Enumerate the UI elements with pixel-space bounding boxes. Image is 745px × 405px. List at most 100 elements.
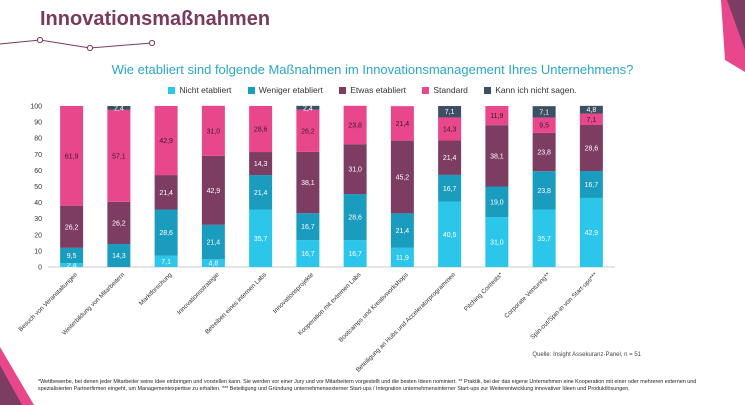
data-label: 26,2 [112, 220, 126, 227]
bar-segment [485, 106, 509, 126]
bar-segment [343, 240, 367, 267]
bar-segment [296, 105, 320, 110]
bar-segment [249, 106, 273, 153]
y-tick-label: 10 [34, 248, 42, 255]
y-tick-label: 30 [34, 216, 42, 223]
data-label: 23,8 [537, 150, 551, 157]
bar-segment [107, 106, 131, 110]
bar-segment [107, 109, 131, 202]
data-label: 16,7 [301, 224, 315, 231]
data-label: 4,8 [209, 261, 219, 268]
data-label: 35,7 [537, 236, 551, 243]
data-label: 28,6 [585, 146, 599, 153]
bar-segment [390, 213, 414, 248]
legend-item-weniger-etabliert: Weniger etabliert [247, 85, 323, 95]
bar-segment [579, 105, 603, 114]
bar-segment [201, 224, 225, 260]
bar-segment [438, 140, 462, 175]
bar-segment [154, 209, 178, 256]
data-label: 45,2 [396, 175, 410, 182]
bar-segment [390, 247, 414, 267]
bar-segment [579, 171, 603, 198]
y-tick-label: 90 [34, 120, 42, 127]
bar-segment [296, 151, 320, 214]
y-tick-label: 60 [34, 168, 42, 175]
bar-segment [343, 144, 367, 195]
bar-segment [154, 175, 178, 210]
footnote: *Wettbewerbe, bei denen jeder Mitarbeite… [38, 379, 697, 392]
data-label: 7,1 [161, 259, 171, 266]
data-label: 19,0 [490, 199, 504, 206]
title-decoration-line [0, 36, 156, 52]
data-label: 23,8 [537, 188, 551, 195]
bar-segment [579, 197, 603, 267]
data-label: 21,4 [254, 190, 268, 197]
bar-segment [107, 201, 131, 244]
bar-segment [296, 240, 320, 267]
bar-segment [579, 124, 603, 172]
data-label: 42,9 [207, 188, 221, 195]
data-label: 38,1 [301, 180, 315, 187]
data-label: 31,0 [490, 240, 504, 247]
bar-segment [532, 132, 556, 172]
x-tick-label: Corporate Venturing** [503, 271, 552, 320]
y-tick-label: 100 [30, 104, 42, 111]
data-label: 2,4 [67, 263, 77, 270]
x-tick-label: Beteiligung an Hubs und Acceleratorprogr… [355, 271, 458, 374]
bar-segment [390, 106, 414, 141]
bar-segment [60, 106, 84, 206]
data-label: 21,4 [159, 190, 173, 197]
bar-segment [532, 117, 556, 133]
bar-segment [107, 243, 131, 267]
data-label: 7,1 [539, 109, 549, 116]
data-label: 31,0 [348, 167, 362, 174]
y-tick-label: 50 [34, 184, 42, 191]
x-tick-label: Innovationsstrategie [176, 271, 221, 316]
bar-segment [438, 106, 462, 118]
y-tick-label: 0 [38, 265, 42, 272]
data-label: 7,1 [587, 117, 597, 124]
y-tick-label: 70 [34, 152, 42, 159]
x-tick-label: Pitching Contests* [463, 271, 505, 313]
data-label: 16,7 [301, 251, 315, 258]
legend-item-nicht-etabliert: Nicht etabliert [168, 85, 231, 95]
data-label: 40,5 [443, 232, 457, 239]
x-tick-label: Marktforschung [138, 271, 174, 307]
data-label: 21,4 [396, 228, 410, 235]
bar-segment [438, 117, 462, 141]
data-label: 21,4 [207, 240, 221, 247]
data-label: 28,6 [348, 215, 362, 222]
source-note: Quelle: Insight Assekuranz-Panel, n = 51 [532, 352, 641, 358]
bar-segment [532, 106, 556, 118]
data-label: 26,2 [65, 224, 79, 231]
bar-segment [438, 201, 462, 267]
bar-segment [343, 194, 367, 241]
bar-segment [485, 186, 509, 218]
data-label: 21,4 [443, 155, 457, 162]
y-tick-label: 80 [34, 136, 42, 143]
corner-decoration-bottom-left [0, 347, 34, 405]
bar-segment [249, 152, 273, 176]
bar-segment [296, 213, 320, 241]
data-label: 35,7 [254, 236, 268, 243]
data-label: 57,1 [112, 153, 126, 160]
bar-segment [60, 247, 84, 264]
bar-segment [249, 175, 273, 210]
x-tick-label: Innovationsprojekte [272, 271, 316, 315]
data-label: 16,7 [585, 182, 599, 189]
bar-segment [390, 140, 414, 214]
data-label: 9,5 [539, 123, 549, 130]
bar-segment [154, 255, 178, 267]
bar-segment [201, 105, 225, 156]
bar-segment [438, 174, 462, 202]
data-label: 14,3 [112, 253, 126, 260]
corner-decoration-top-right [721, 0, 745, 72]
data-label: 26,2 [301, 128, 315, 135]
data-label: 2,4 [303, 105, 313, 112]
bar-segment [532, 171, 556, 210]
page-title: Innovationsmaßnahmen [40, 8, 271, 30]
bar-segment [60, 263, 84, 267]
data-label: 14,3 [254, 161, 268, 168]
data-label: 14,3 [443, 126, 457, 133]
